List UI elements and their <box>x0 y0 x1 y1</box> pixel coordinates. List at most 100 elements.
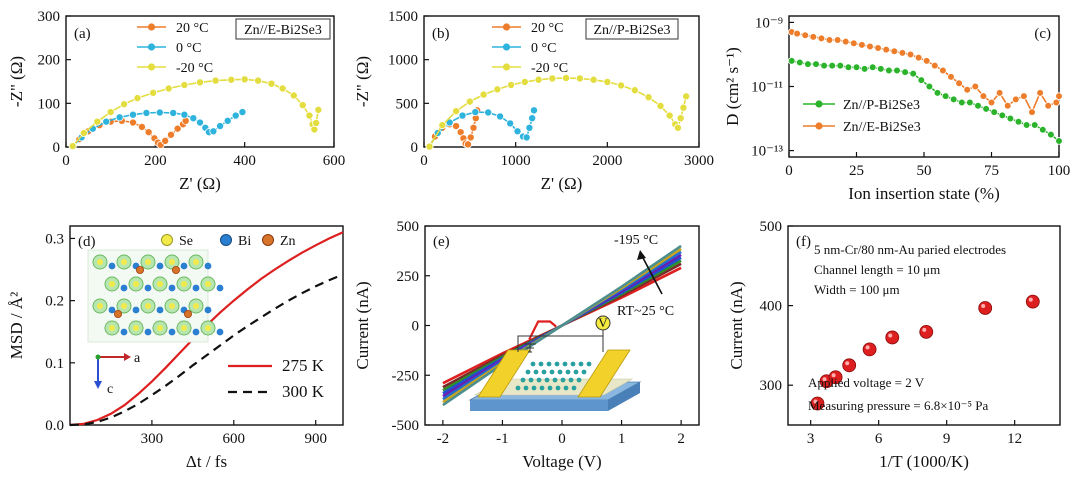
a-series-2-data-point <box>267 79 276 88</box>
d-inset-axis-origin <box>95 354 101 360</box>
b-ytick-label: 500 <box>396 96 419 112</box>
b-series-2-data-point <box>617 81 626 90</box>
a-ytick-label: 0 <box>53 140 61 156</box>
b-series-2-data-point <box>630 86 639 95</box>
c-series-1-data-point <box>841 37 850 46</box>
d-inset-bi-atom <box>120 284 128 292</box>
a-xtick-label: 600 <box>323 153 346 169</box>
b-series-1-data-point <box>528 114 537 123</box>
a-series-2-data-point <box>298 101 307 110</box>
c-series-1-data-point <box>858 41 866 49</box>
b-series-2-data-point <box>656 101 665 110</box>
d-inset-zn-atom <box>171 265 180 274</box>
d-inset-se-core <box>121 259 127 265</box>
e-annotation-low-temp: -195 °C <box>614 233 658 248</box>
f-data-point-highlight <box>1028 297 1033 302</box>
a-series-2-data-point <box>305 111 314 120</box>
d-inset-bi-atom <box>144 328 152 336</box>
e-device-flake-atom <box>520 377 526 383</box>
c-series-1-data-point <box>963 85 971 94</box>
b-series-2-data-point <box>665 111 674 120</box>
panel-b: 0 1000 2000 3000 0 500 1000 1500 Z' (Ω) -Z" (Ω) (b… <box>353 9 714 193</box>
d-inset-zn-atom <box>135 265 144 274</box>
c-series-0-data-point <box>852 63 861 72</box>
b-series-2-data-point <box>589 75 598 84</box>
c-series-0-data-point <box>787 57 796 65</box>
d-inset-bi-atom <box>204 306 212 314</box>
a-series-1-data-point <box>155 108 164 117</box>
e-device-schematic: V <box>468 315 642 411</box>
b-ytick-label: 1000 <box>388 53 418 69</box>
a-title-box <box>235 18 331 40</box>
f-data-point-highlight <box>822 377 827 382</box>
b-series-2-data-point <box>548 74 557 83</box>
c-series-1-data-point <box>1020 92 1028 100</box>
a-axes-frame <box>65 15 335 148</box>
c-series-0-data-point <box>941 92 950 100</box>
e-xtick-label: 1 <box>618 431 626 447</box>
d-inset-bi-atom <box>120 328 128 336</box>
b-series-2-data-point <box>562 74 571 83</box>
a-series-1-data-point <box>142 108 151 117</box>
d-inset-bi-atom <box>168 284 176 292</box>
d-inset-bi-atom <box>216 328 224 336</box>
c-series-1-data-point <box>930 61 939 70</box>
e-device-flake-atom <box>571 385 577 391</box>
b-title: Zn//P-Bi2Se3 <box>593 23 670 38</box>
d-crystal-structure-inset <box>87 249 224 343</box>
e-ytick-label: 500 <box>397 219 420 235</box>
f-data-point-highlight <box>845 361 850 366</box>
e-x-axis-label: Voltage (V) <box>522 452 601 471</box>
c-series-0-data-point <box>812 60 820 68</box>
c-series-0-data-point <box>957 98 966 107</box>
e-device-flake-atom <box>525 369 531 375</box>
d-inset-se-core <box>157 281 163 287</box>
d-inset-se-core <box>169 303 175 309</box>
b-series-2-data-point <box>673 123 682 132</box>
d-xtick-label: 900 <box>304 431 327 447</box>
f-data-point-highlight <box>981 303 986 308</box>
e-xtick-label: 2 <box>677 431 685 447</box>
d-inset-bi-atom <box>192 284 200 292</box>
e-device-flake-atom <box>536 377 542 383</box>
c-series-0-data-point <box>860 65 869 73</box>
d-inset-se-core <box>205 281 211 287</box>
a-series-2-data-point <box>164 84 173 93</box>
a-series-1-data-point <box>169 108 178 117</box>
e-y-axis-label: Current (nA) <box>353 281 372 369</box>
e-device-ground <box>524 343 536 353</box>
d-inset-bi-atom <box>216 284 224 292</box>
e-device-flake-atom <box>552 377 558 383</box>
a-series-2-data-point <box>68 142 77 151</box>
e-xtick-label: -1 <box>496 431 509 447</box>
d-xtick-label: 600 <box>223 431 246 447</box>
f-data-point <box>978 301 993 315</box>
d-inset-bi-atom <box>168 328 176 336</box>
c-series-0-data-point <box>804 60 812 68</box>
c-legend-marker <box>815 122 823 130</box>
a-series-2-data-point <box>289 91 298 100</box>
b-series-1-data-point <box>522 133 531 142</box>
d-inset-zn-atom <box>183 309 192 318</box>
c-series-0-series-line <box>791 60 1060 142</box>
c-series-1-data-point <box>995 89 1004 97</box>
e-ytick-label: -500 <box>392 418 420 434</box>
c-xtick-label: 25 <box>849 163 864 179</box>
d-legend-label: 300 K <box>282 382 325 401</box>
a-series-2-data-point <box>195 78 204 87</box>
f-xtick-label: 12 <box>1007 431 1022 447</box>
f-note-voltage: Applied voltage = 2 V <box>808 375 925 390</box>
a-ytick-label: 300 <box>38 9 61 25</box>
f-data-point-highlight <box>865 345 870 350</box>
c-series-0-data-point <box>820 61 828 70</box>
c-legend-label: Zn//P-Bi2Se3 <box>843 98 920 113</box>
a-xtick-label: 400 <box>233 153 256 169</box>
c-series-1-data-point <box>947 73 955 81</box>
b-series-2-data-point <box>507 80 516 89</box>
d-inset-bi-atom <box>192 328 200 336</box>
d-atom-legend-marker <box>220 234 232 246</box>
a-series-1-data-point <box>102 117 111 126</box>
b-legend-label: 20 °C <box>531 21 563 36</box>
a-x-axis-label: Z' (Ω) <box>179 174 221 193</box>
a-legend-marker <box>147 23 156 31</box>
